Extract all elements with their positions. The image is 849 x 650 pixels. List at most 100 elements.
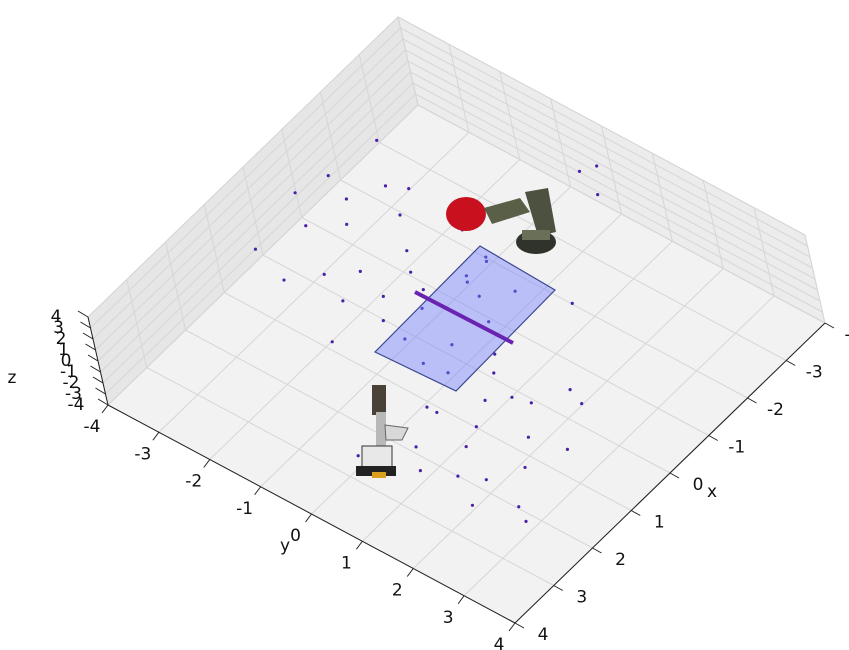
y-tick-label: 0 [290,526,301,546]
x-tick [786,360,796,366]
point [526,435,531,439]
point [492,371,496,375]
z-tick-label: 4 [51,307,62,327]
grid-line [92,38,404,340]
grid-line [90,27,401,329]
y-tick-label: 1 [341,553,352,573]
y-tick-label: -2 [185,472,202,492]
x-tick [824,322,835,329]
y-tick [457,595,465,605]
grid-line [400,27,808,247]
point [570,301,574,305]
x-tick-label: -3 [806,363,823,383]
z-tick-label: -3 [65,384,82,404]
point [596,193,600,197]
point [253,247,257,251]
point [565,447,570,451]
point [304,224,308,228]
z-tick [95,387,106,395]
point [282,278,286,282]
point [421,361,425,365]
z-tick [92,376,104,384]
point [470,503,475,507]
x-tick-label: 1 [654,513,665,533]
point [474,425,478,429]
grid-line [410,71,818,291]
point [477,294,481,298]
point [420,306,424,310]
z-tick [85,343,96,351]
point [403,337,407,341]
point [425,405,429,409]
point [293,191,297,195]
grid-line [407,60,816,280]
point [456,474,460,478]
z-tick [80,321,91,329]
point [464,444,468,449]
grid-line [397,16,806,236]
y-tick-label: -4 [84,417,101,437]
point [326,174,330,178]
grid-line [100,71,411,373]
y-tick [305,513,312,523]
grid-line [405,49,813,269]
y-tick-label: -1 [236,499,253,519]
x-tick [669,472,680,479]
point [568,388,572,392]
point [358,269,362,273]
grid-line [158,131,470,433]
x-tick [631,510,641,516]
point [418,469,422,473]
point [493,352,497,356]
y-tick [406,568,414,577]
x-axis-label: x [707,482,717,502]
point [523,465,527,470]
y-tick-label: -3 [134,444,151,464]
z-tick-label: -1 [60,362,77,382]
grid-line [412,82,821,302]
x-tick [514,622,525,629]
point [345,222,349,226]
net [414,290,514,345]
point [465,280,469,284]
point [356,454,360,458]
x-tick-label: 0 [693,475,704,495]
y-tick [254,486,262,496]
z-tick [90,365,101,373]
x-tick-label: 2 [615,550,626,570]
point [421,288,425,292]
z-tick-label: -2 [63,373,80,393]
y-tick [101,404,109,414]
point [487,320,491,324]
x-tick [553,585,563,591]
robot-arm [446,188,556,254]
z-tick-label: 0 [61,351,72,371]
point [341,299,345,303]
y-tick-label: 4 [494,635,505,650]
robot [356,385,409,478]
grid-line [102,82,414,384]
y-tick-label: 3 [443,608,454,628]
x-tick-label: -4 [845,325,849,345]
point [381,319,385,323]
point [513,289,517,293]
point [524,519,528,523]
grid-line [107,104,419,406]
point [330,340,334,344]
z-tick [82,332,94,340]
point [450,343,454,347]
point [435,410,439,415]
point [580,402,584,406]
y-tick [203,459,211,468]
z-tick-label: 3 [53,318,64,338]
z-tick [87,354,99,362]
grid-line [87,16,399,318]
point [414,445,418,449]
point [595,164,599,168]
grid-line [105,93,416,395]
point [464,274,468,278]
z-tick [97,398,109,406]
point [398,213,402,217]
grid-line [97,60,409,362]
